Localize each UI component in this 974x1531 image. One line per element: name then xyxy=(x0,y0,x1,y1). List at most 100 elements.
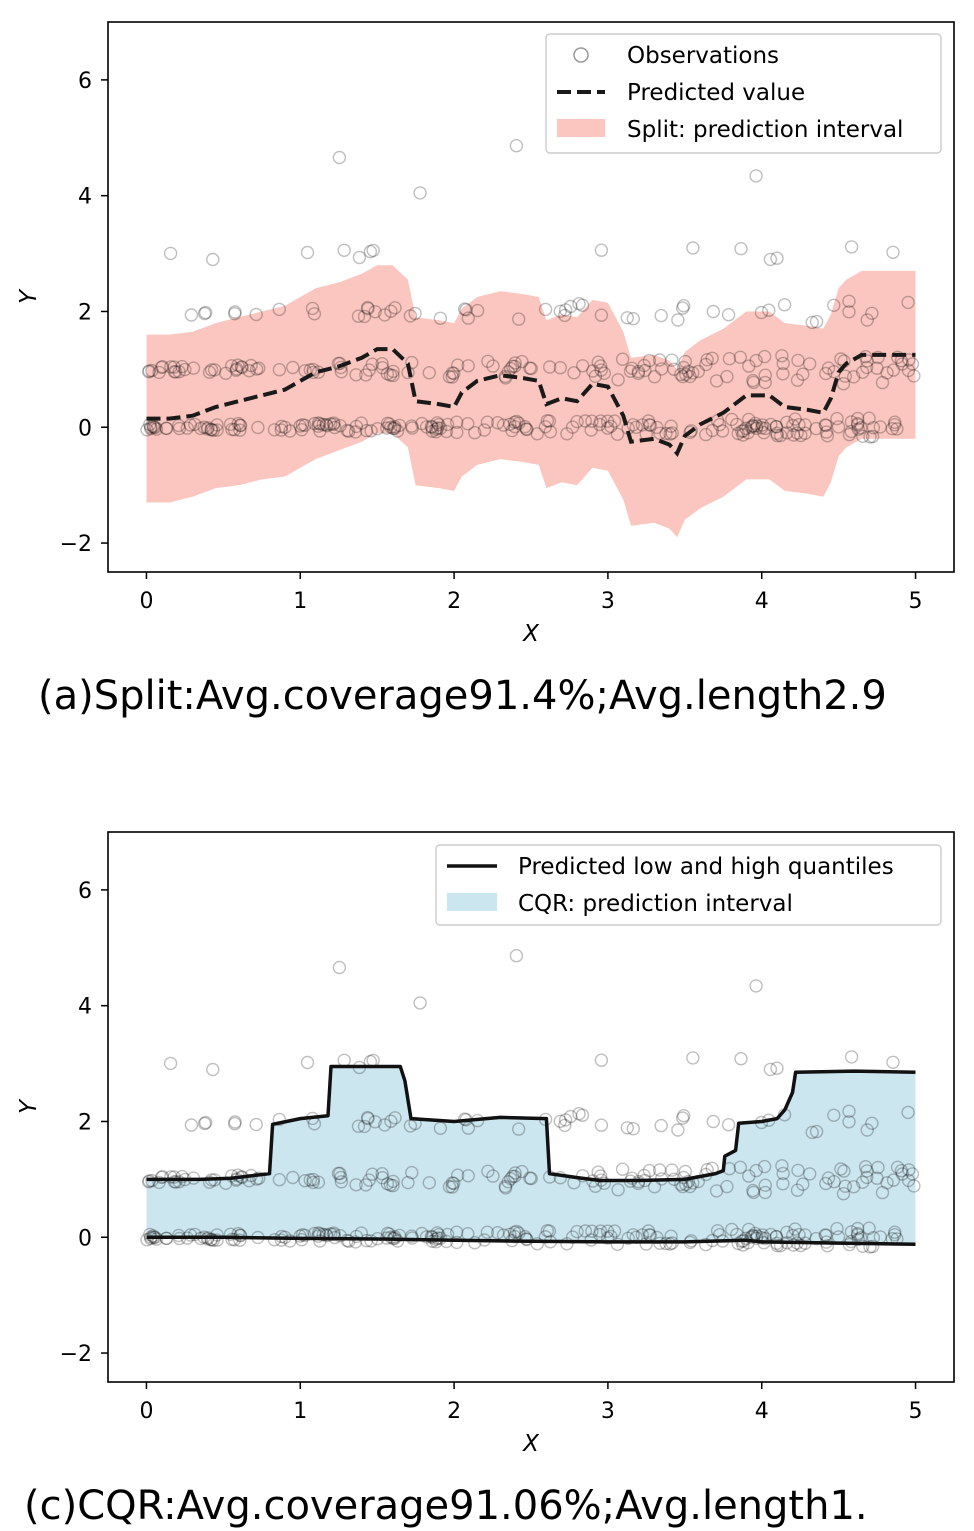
observation-point xyxy=(731,1236,745,1251)
observation-point xyxy=(809,1231,823,1246)
observation-point xyxy=(626,312,640,326)
observation-point xyxy=(746,375,761,390)
observation-point xyxy=(585,414,599,428)
observation-point xyxy=(607,414,622,428)
observation-point xyxy=(223,1227,238,1242)
y-tick-label: −2 xyxy=(60,1342,92,1367)
observation-point xyxy=(141,1175,156,1189)
observation-point xyxy=(870,1171,884,1185)
observation-point xyxy=(143,421,158,436)
observation-point xyxy=(907,369,921,383)
observation-point xyxy=(710,1224,725,1238)
observation-point xyxy=(249,362,264,376)
observation-point xyxy=(316,1227,330,1242)
observation-point xyxy=(413,186,427,200)
observation-point xyxy=(902,353,916,367)
observation-point xyxy=(585,1224,599,1238)
observation-point xyxy=(748,416,762,431)
observation-point xyxy=(424,1229,439,1244)
observation-point xyxy=(519,422,533,436)
observation-point xyxy=(866,421,881,435)
observation-point xyxy=(654,308,668,323)
observation-point xyxy=(860,1164,874,1178)
axes-frame-a xyxy=(107,21,955,573)
observation-point xyxy=(803,1167,817,1181)
observation-point xyxy=(736,428,750,442)
observation-point xyxy=(283,1234,297,1248)
observation-point xyxy=(442,370,457,384)
observation-point xyxy=(197,420,211,434)
observation-point xyxy=(735,424,749,438)
observation-point xyxy=(575,298,590,312)
observation-point xyxy=(712,418,727,432)
observation-point xyxy=(786,1238,801,1252)
observation-point xyxy=(679,367,693,382)
observation-point xyxy=(792,1227,806,1242)
observation-point xyxy=(770,426,784,440)
observation-point xyxy=(349,419,364,434)
observation-point xyxy=(164,360,178,374)
observation-point xyxy=(507,1225,522,1240)
observation-point xyxy=(171,1228,186,1243)
observation-point xyxy=(384,420,398,434)
observation-point xyxy=(863,430,877,444)
observation-point xyxy=(594,308,609,322)
observation-point xyxy=(886,245,900,260)
observation-point xyxy=(842,1115,856,1129)
observation-point xyxy=(323,417,338,431)
observation-point xyxy=(501,1175,515,1189)
observation-point xyxy=(576,359,590,373)
observation-point xyxy=(320,419,334,433)
observation-point xyxy=(773,1238,788,1253)
observation-point xyxy=(851,411,865,426)
observation-point xyxy=(635,418,649,432)
observations-points xyxy=(140,138,921,444)
observation-point xyxy=(431,1231,445,1245)
observation-point xyxy=(408,306,422,321)
observation-point xyxy=(298,418,312,432)
observation-point xyxy=(865,1239,880,1254)
observation-point xyxy=(757,426,771,440)
observation-point xyxy=(363,244,378,259)
observation-point xyxy=(433,311,448,325)
observation-point xyxy=(742,359,756,373)
observation-point xyxy=(819,366,833,381)
observation-point xyxy=(348,1235,363,1249)
observation-point xyxy=(742,412,756,427)
observation-point xyxy=(163,246,178,261)
observation-point xyxy=(223,417,238,431)
observation-point xyxy=(798,426,812,440)
observation-point xyxy=(860,313,874,327)
observation-point xyxy=(834,352,848,366)
observation-point xyxy=(611,373,625,387)
observation-point xyxy=(295,418,310,432)
observation-point xyxy=(749,1231,764,1246)
observation-point xyxy=(197,306,212,321)
observation-point xyxy=(901,295,915,310)
observation-point xyxy=(647,370,662,384)
observation-point xyxy=(405,1165,419,1180)
observation-point xyxy=(380,421,394,435)
observation-point xyxy=(405,421,419,435)
observation-point xyxy=(439,424,454,439)
observation-point xyxy=(210,1233,224,1247)
observation-point xyxy=(530,1237,544,1251)
observation-point xyxy=(227,1232,242,1247)
y-tick-label: −2 xyxy=(60,532,92,557)
observation-point xyxy=(227,423,242,437)
observation-point xyxy=(440,417,455,432)
observation-point xyxy=(149,1232,164,1246)
observation-point xyxy=(530,427,544,441)
observation-point xyxy=(757,1159,772,1174)
observation-point xyxy=(468,1235,482,1250)
y-tick-label: 2 xyxy=(78,300,92,325)
observation-point xyxy=(249,1172,264,1186)
observation-point xyxy=(306,1175,320,1190)
observation-point xyxy=(359,1178,373,1192)
observation-point xyxy=(272,363,287,377)
observation-point xyxy=(791,1163,805,1178)
observation-point xyxy=(684,424,698,438)
observation-point xyxy=(298,1228,312,1243)
observation-point xyxy=(231,416,246,431)
observation-point xyxy=(553,304,567,318)
